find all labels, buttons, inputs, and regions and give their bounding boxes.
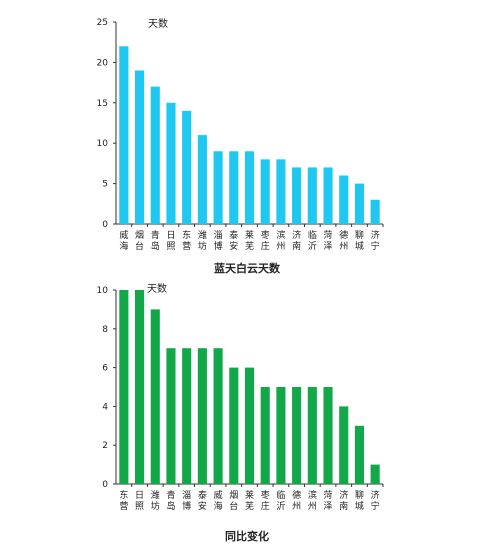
- chart-1-bar-6: [213, 151, 223, 224]
- chart-1-bar-0: [119, 46, 129, 224]
- chart-1-bar-8: [244, 151, 255, 224]
- chart-2-category-label-11: 德州: [292, 489, 301, 512]
- chart-1-category-label-16: 济宁: [371, 229, 380, 252]
- chart-2-bar-0: [119, 290, 129, 484]
- chart-1-category-label-15: 聊城: [355, 229, 364, 252]
- blue-sky-days-chart: 天数 蓝天白云天数 0 5 10 15 20 25 威海烟台青岛日照东营潍坊淄博泰安莱芜枣庄…: [97, 17, 384, 275]
- chart-1-bar-12: [307, 167, 317, 224]
- chart-2-category-label-4: 淄博: [182, 489, 191, 512]
- chart-1-bar-1: [135, 70, 145, 224]
- chart-1-ylabel: 天数: [148, 17, 168, 30]
- chart-1-category-label-4: 东营: [182, 229, 191, 252]
- chart-2-category-label-5: 泰安: [198, 489, 207, 512]
- chart-1-category-label-11: 济南: [292, 229, 301, 252]
- chart-2-y-tick-label: 8: [102, 325, 108, 335]
- chart-1-category-label-1: 烟台: [135, 229, 144, 252]
- chart-2-title: 同比变化: [225, 529, 269, 543]
- chart-1-category-label-14: 德州: [339, 229, 348, 252]
- chart-1-bar-4: [182, 110, 192, 224]
- chart-2-category-label-16: 济宁: [371, 489, 380, 512]
- chart-1-category-label-7: 泰安: [229, 229, 238, 252]
- chart-1-category-label-5: 潍坊: [198, 229, 207, 252]
- chart-2-category-label-13: 菏泽: [324, 490, 333, 512]
- chart-2-category-label-10: 临沂: [276, 489, 285, 512]
- chart-2-bar-3: [166, 348, 176, 484]
- chart-2-bar-6: [213, 348, 223, 484]
- chart-1-bar-16: [370, 199, 380, 224]
- chart-2-bar-11: [292, 387, 302, 484]
- chart-2-category-label-0: 东营: [119, 489, 128, 512]
- chart-1-category-label-10: 滨州: [276, 229, 285, 252]
- chart-2-bar-12: [307, 387, 317, 484]
- chart-1-bar-14: [339, 175, 349, 224]
- chart-1-bar-11: [292, 167, 302, 224]
- chart-2-bar-1: [135, 290, 145, 484]
- chart-2-bar-5: [197, 348, 207, 484]
- chart-1-category-label-3: 日照: [166, 230, 175, 252]
- chart-1-category-label-6: 淄博: [214, 229, 223, 252]
- chart-2-bar-14: [339, 406, 349, 484]
- chart-2-category-label-2: 潍坊: [151, 489, 160, 512]
- chart-2-category-label-9: 枣庄: [261, 490, 270, 512]
- chart-1-bar-5: [197, 135, 207, 224]
- chart-1-bar-15: [354, 183, 364, 224]
- chart-2-y-tick-label: 6: [102, 364, 108, 374]
- chart-1-category-label-0: 威海: [119, 229, 128, 252]
- chart-1-y-tick-label: 20: [97, 58, 109, 68]
- chart-2-bar-2: [150, 309, 160, 484]
- chart-2-category-label-3: 青岛: [166, 489, 175, 512]
- chart-2-y-tick-label: 0: [102, 480, 108, 490]
- chart-2-y-tick-label: 10: [97, 286, 109, 296]
- chart-1-y-tick-label: 10: [97, 139, 109, 149]
- chart-1-bar-13: [323, 167, 333, 224]
- chart-1-bar-7: [229, 151, 239, 224]
- chart-1-y-tick-label: 15: [97, 99, 108, 109]
- chart-1-y-tick-label: 5: [102, 180, 108, 190]
- chart-1-bar-9: [260, 159, 270, 224]
- chart-1-bar-10: [276, 159, 286, 224]
- chart-1-category-label-8: 莱芜: [245, 229, 254, 252]
- chart-2-bar-13: [323, 387, 333, 484]
- chart-2-ylabel: 天数: [147, 282, 167, 295]
- chart-2-category-label-12: 滨州: [308, 489, 317, 512]
- year-on-year-change-chart: 天数 同比变化 0 2 4 6 8 10 东营日照潍坊青岛淄博泰安威海烟台莱芜枣庄临沂德州滨…: [97, 282, 384, 543]
- chart-2-category-label-8: 莱芜: [245, 489, 254, 512]
- chart-2-bar-10: [276, 387, 286, 484]
- chart-2-bar-15: [354, 425, 364, 484]
- chart-2-bar-8: [244, 367, 255, 484]
- chart-1-title: 蓝天白云天数: [214, 261, 281, 275]
- chart-2-bar-16: [370, 464, 380, 484]
- chart-1-category-label-9: 枣庄: [261, 230, 270, 252]
- chart-2-y-tick-label: 2: [102, 441, 108, 451]
- chart-2-category-label-7: 烟台: [229, 489, 238, 512]
- chart-1-category-label-13: 菏泽: [324, 230, 333, 252]
- chart-1-category-label-2: 青岛: [151, 229, 160, 252]
- chart-2-y-tick-label: 4: [102, 402, 108, 412]
- chart-1-bar-2: [150, 86, 160, 224]
- chart-2-category-label-15: 聊城: [355, 489, 364, 512]
- chart-1-y-tick-label: 0: [102, 220, 108, 230]
- chart-2-bar-7: [229, 367, 239, 484]
- chart-2-category-label-14: 济南: [339, 489, 348, 512]
- chart-2-bar-9: [260, 387, 270, 484]
- chart-1-category-label-12: 临沂: [308, 229, 317, 252]
- chart-2-category-label-1: 日照: [135, 490, 144, 512]
- chart-1-bar-3: [166, 102, 176, 224]
- chart-2-category-label-6: 威海: [214, 489, 223, 512]
- chart-1-y-tick-label: 25: [97, 18, 108, 28]
- chart-2-bar-4: [182, 348, 192, 484]
